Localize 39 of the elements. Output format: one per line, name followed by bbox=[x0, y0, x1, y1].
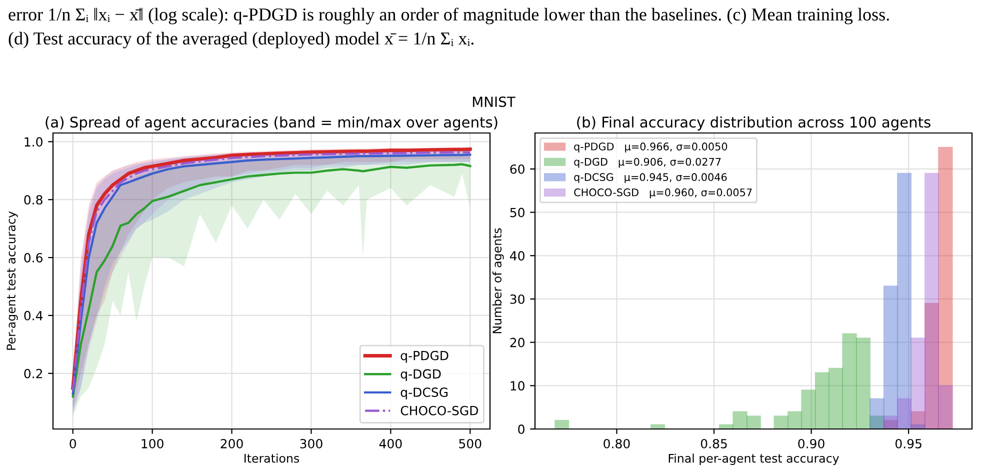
x-tick-label: 0.90 bbox=[798, 438, 824, 448]
y-tick-label: 30 bbox=[510, 294, 524, 304]
y-tick-label: 10 bbox=[510, 381, 524, 391]
x-tick-label: 0 bbox=[70, 438, 76, 448]
y-tick-label: 0 bbox=[518, 424, 524, 434]
chart-title: (a) Spread of agent accuracies (band = min/max over agents) bbox=[46, 116, 498, 130]
x-tick-label: 0.95 bbox=[895, 438, 922, 448]
y-tick-label: 20 bbox=[510, 338, 524, 348]
chart-title: (b) Final accuracy distribution across 100 agents bbox=[577, 116, 930, 130]
y-axis-title: Per-agent test accuracy bbox=[6, 211, 18, 350]
text: error 1/n Σᵢ ‖xᵢ − x̄‖ (log scale): q-PDGD is roughly an order of magnitude lower than the baselines. (c) Mean training loss. bbox=[8, 8, 889, 24]
y-tick-label: 0.2 bbox=[24, 368, 42, 378]
y-tick-label: 0.4 bbox=[24, 310, 43, 320]
text: MNIST bbox=[472, 96, 516, 108]
x-tick-label: 400 bbox=[379, 438, 402, 448]
y-tick-label: 1.0 bbox=[24, 137, 42, 147]
y-tick-label: 0.6 bbox=[24, 253, 42, 262]
x-tick-label: 200 bbox=[220, 438, 243, 448]
y-tick-label: 40 bbox=[510, 251, 524, 261]
y-tick-label: 0.8 bbox=[24, 195, 42, 205]
text: (d) Test accuracy of the averaged (deployed) model x̄ = 1/n Σᵢ xᵢ. bbox=[8, 32, 474, 48]
x-axis-title: Iterations bbox=[244, 454, 300, 463]
x-tick-label: 100 bbox=[142, 438, 164, 448]
x-tick-label: 0.85 bbox=[700, 438, 727, 448]
legend-label: q-PDGD μ=0.966, σ=0.0050 bbox=[574, 142, 728, 152]
y-tick-label: 60 bbox=[510, 164, 524, 174]
legend-label: CHOCO-SGD bbox=[400, 406, 478, 416]
legend-label: q-DCSG bbox=[400, 388, 448, 400]
legend-label: q-DGD bbox=[400, 369, 441, 382]
x-tick-label: 500 bbox=[459, 438, 482, 448]
legend-label: q-PDGD bbox=[400, 350, 448, 363]
legend-label: q-DGD μ=0.906, σ=0.0277 bbox=[574, 158, 721, 168]
y-axis-title: Number of agents bbox=[492, 228, 504, 334]
x-tick-label: 300 bbox=[300, 438, 322, 448]
legend-label: q-DCSG μ=0.945, σ=0.0046 bbox=[574, 173, 727, 184]
legend-label: CHOCO-SGD μ=0.960, σ=0.0057 bbox=[574, 188, 752, 198]
x-tick-label: 0.80 bbox=[604, 438, 630, 448]
y-tick-label: 50 bbox=[510, 208, 524, 218]
x-axis-title: Final per-agent test accuracy bbox=[668, 454, 839, 466]
